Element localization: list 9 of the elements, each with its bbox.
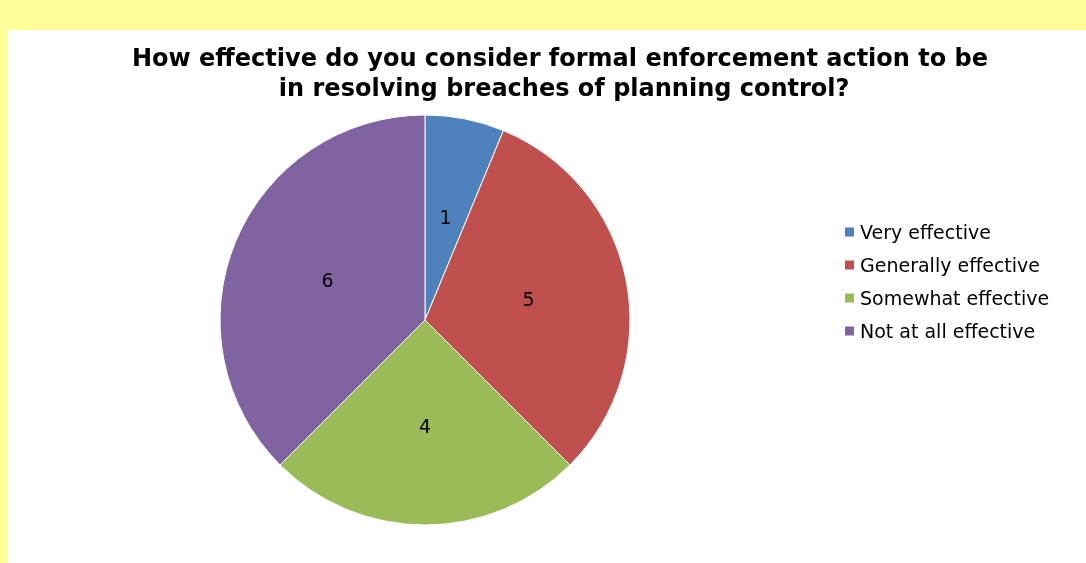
data-label: 5 xyxy=(522,288,535,311)
legend-label: Not at all effective xyxy=(860,320,1036,342)
data-label: 1 xyxy=(439,205,452,228)
legend-label: Generally effective xyxy=(860,254,1041,276)
data-label: 6 xyxy=(321,268,334,291)
legend-label: Somewhat effective xyxy=(860,287,1050,309)
data-label: 4 xyxy=(418,414,432,437)
legend-label: Very effective xyxy=(860,221,991,243)
chart-title: How effective do you consider formal enforcement action to be in resolving breaches of planning control? xyxy=(131,44,989,102)
